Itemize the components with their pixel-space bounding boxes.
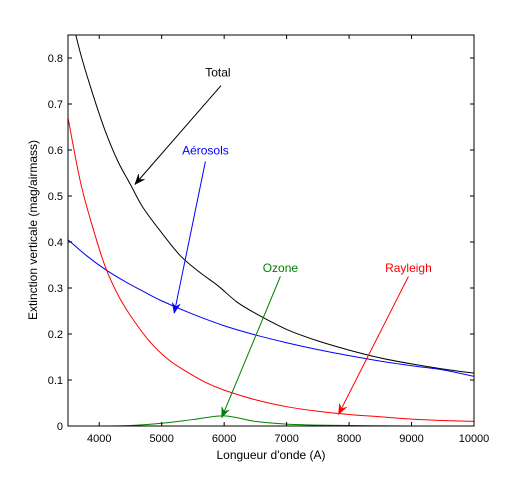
annotation-label-aerosols: Aérosols	[182, 144, 229, 158]
y-tick-label: 0	[57, 421, 63, 433]
x-axis-ticks: 4000 5000 6000 7000 8000 9000 10000	[87, 35, 489, 445]
annotation-arrow-rayleigh	[338, 276, 409, 415]
y-tick-label: 0.7	[48, 99, 63, 111]
y-tick-label: 0.6	[48, 145, 63, 157]
y-tick-label: 0.1	[48, 375, 63, 387]
y-tick-label: 0.3	[48, 283, 63, 295]
x-tick-label: 9000	[399, 433, 423, 445]
x-tick-label: 7000	[274, 433, 298, 445]
plot-area	[68, 35, 474, 426]
annotation-label-ozone: Ozone	[263, 261, 299, 275]
y-tick-label: 0.4	[48, 237, 63, 249]
annotation-arrowhead-total	[134, 174, 145, 186]
x-tick-label: 10000	[459, 433, 490, 445]
annotation-arrow-ozone	[221, 276, 281, 418]
y-tick-label: 0.2	[48, 329, 63, 341]
annotation-arrowhead-aerosols	[172, 302, 181, 314]
y-tick-label: 0.8	[48, 53, 63, 65]
x-tick-label: 8000	[337, 433, 361, 445]
series-line-rayleigh	[68, 117, 474, 422]
x-tick-label: 5000	[149, 433, 173, 445]
y-axis-ticks: 0 0.1 0.2 0.3 0.4 0.5 0.6 0.7 0.8	[48, 53, 474, 433]
y-axis-label: Extinction verticale (mag/airmass)	[26, 140, 40, 320]
annotation-arrow-total	[134, 85, 222, 185]
annotation-arrow-aerosols	[173, 161, 206, 314]
annotation-arrowhead-ozone	[221, 406, 230, 419]
annotation-layer: Total Aérosols Ozone Rayleigh	[134, 65, 432, 419]
annotation-arrowhead-rayleigh	[338, 403, 347, 416]
series-line-aerosols	[68, 239, 474, 377]
plot-frame	[67, 34, 475, 427]
x-tick-label: 4000	[87, 433, 111, 445]
y-tick-label: 0.5	[48, 191, 63, 203]
x-tick-label: 6000	[212, 433, 236, 445]
series-line-total	[75, 35, 474, 374]
annotation-label-rayleigh: Rayleigh	[385, 261, 432, 275]
annotation-label-total: Total	[205, 65, 230, 79]
x-axis-label: Longueur d'onde (A)	[216, 448, 325, 462]
